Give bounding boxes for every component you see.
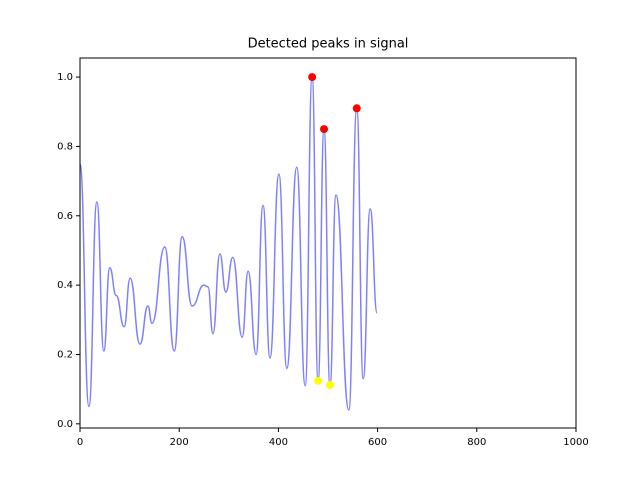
y-tick-label: 1.0 <box>57 72 73 83</box>
point <box>314 376 323 385</box>
x-tick-label: 200 <box>170 437 189 448</box>
y-tick-label: 0.8 <box>57 141 73 152</box>
chart-title: Detected peaks in signal <box>248 37 409 52</box>
signal-line <box>79 76 378 411</box>
plot-frame <box>79 57 577 429</box>
point <box>320 125 329 134</box>
x-tick-label: 400 <box>269 437 288 448</box>
point <box>352 104 361 113</box>
x-tick-label: 1000 <box>563 437 588 448</box>
x-tick-label: 600 <box>368 437 387 448</box>
y-tick-label: 0.6 <box>57 211 73 222</box>
x-tick-label: 0 <box>77 437 83 448</box>
y-tick-label: 0.4 <box>57 280 73 291</box>
x-tick-label: 800 <box>467 437 486 448</box>
y-tick-label: 0.2 <box>57 349 73 360</box>
point <box>308 73 317 82</box>
y-tick-label: 0.0 <box>57 419 73 430</box>
point <box>325 381 334 390</box>
